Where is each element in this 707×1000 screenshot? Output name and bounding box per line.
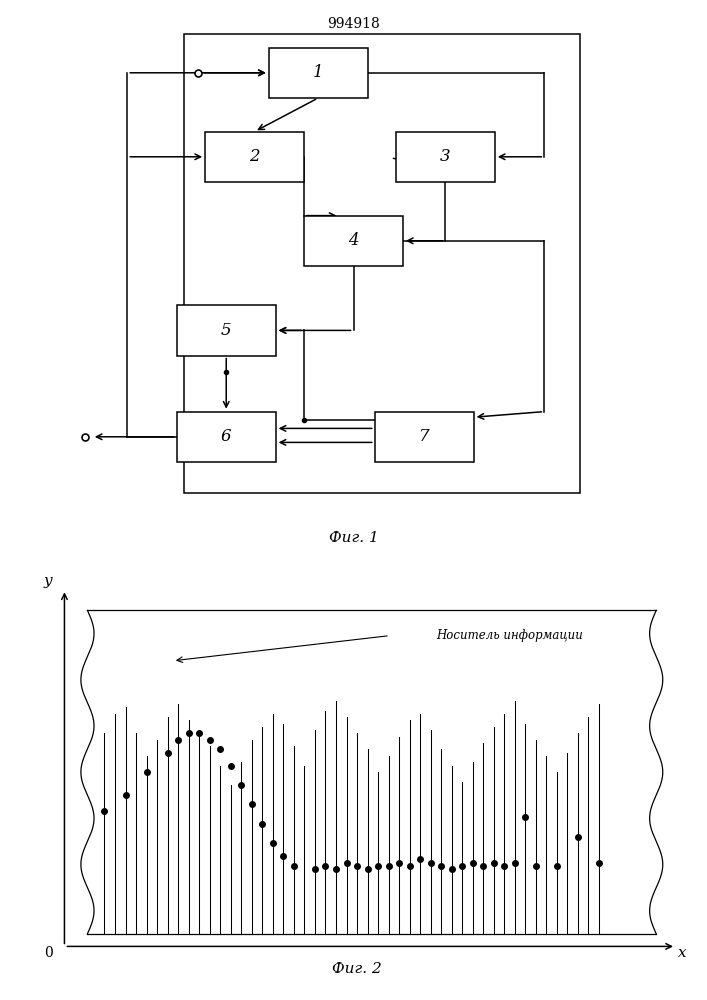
Text: Фиг. 1: Фиг. 1 (329, 531, 378, 545)
Text: Носитель информации: Носитель информации (436, 629, 583, 642)
Text: 994918: 994918 (327, 17, 380, 31)
Bar (269, 48, 368, 98)
Text: y: y (44, 574, 52, 588)
Text: Фиг. 2: Фиг. 2 (332, 962, 382, 976)
Bar (375, 412, 474, 462)
Text: 1: 1 (312, 64, 324, 81)
Bar (205, 132, 304, 182)
Text: 7: 7 (419, 428, 430, 445)
Bar (177, 412, 276, 462)
Text: x: x (678, 946, 686, 960)
Text: 5: 5 (221, 322, 232, 339)
Text: 2: 2 (249, 148, 260, 165)
Text: 6: 6 (221, 428, 232, 445)
Text: 0: 0 (44, 946, 52, 960)
Bar (177, 305, 276, 356)
Text: 3: 3 (440, 148, 451, 165)
Bar (304, 216, 403, 266)
Bar (396, 132, 495, 182)
Text: 4: 4 (348, 232, 359, 249)
Bar (184, 34, 580, 493)
